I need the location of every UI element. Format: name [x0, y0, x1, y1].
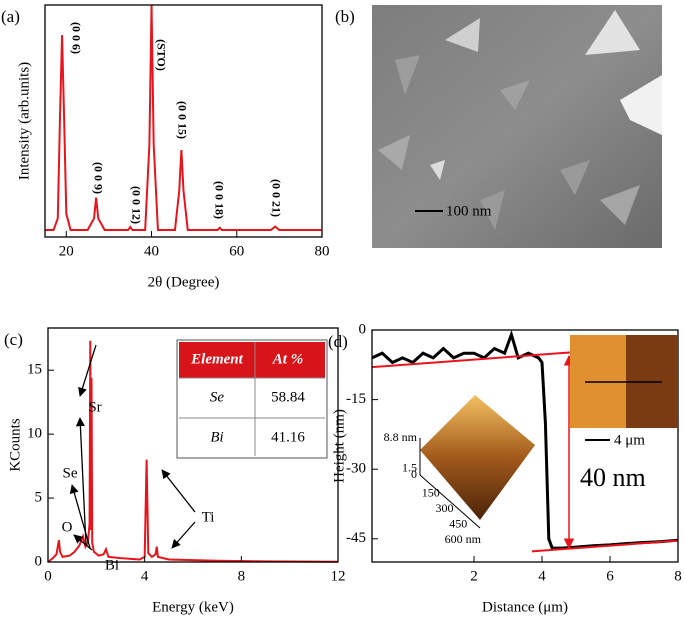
panel-label: (b)	[335, 7, 355, 26]
y-tick-label: 10	[27, 426, 42, 442]
z-tick-label: 8.8 nm	[384, 430, 418, 444]
arrow	[73, 534, 93, 551]
y-tick-label: 15	[27, 362, 42, 378]
y-axis-label: Intensity (arb.units)	[16, 62, 32, 180]
y-tick-label: 0	[35, 553, 43, 569]
element-label: O	[62, 519, 73, 535]
data-line	[531, 539, 679, 553]
peak-label: (0 0 21)	[269, 179, 283, 217]
plot-frame	[47, 327, 339, 563]
x-axis-label: Energy (keV)	[152, 599, 234, 615]
y-tick-label: -45	[346, 530, 366, 546]
sem-image	[372, 5, 662, 248]
x-tick-label: 2	[470, 568, 478, 584]
peak-label: (0 0 12)	[129, 186, 143, 224]
arrow	[161, 469, 196, 513]
x-tick-label: 0	[44, 568, 52, 584]
x-tick-label: 8	[674, 568, 682, 584]
peak-label: (STO)	[154, 39, 168, 71]
table-header: Element	[190, 351, 243, 367]
data-line	[45, 4, 322, 232]
y-tick-label: -30	[346, 461, 366, 477]
xy-axis	[419, 474, 481, 529]
xy-tick-label: 300	[436, 501, 454, 515]
afm-3d-surface	[420, 395, 535, 520]
xy-tick-label: 600 nm	[445, 532, 482, 546]
y-axis-label: Height (nm)	[331, 409, 347, 483]
table-cell: 41.16	[271, 429, 305, 445]
y-tick-label: 5	[35, 490, 43, 506]
z-tick-label: 1.5	[402, 460, 417, 474]
data-line	[371, 351, 573, 369]
element-label: Se	[63, 465, 78, 481]
x-axis-label: Distance (μm)	[482, 599, 568, 615]
x-tick-label: 6	[606, 568, 614, 584]
arrow	[78, 344, 97, 397]
data-line	[371, 329, 679, 550]
scale-bar-label: 100 nm	[446, 203, 492, 219]
element-label: Sr	[88, 399, 101, 415]
data-line	[47, 340, 339, 563]
plot-frame	[44, 4, 323, 238]
peak-label: (0 0 18)	[212, 181, 226, 219]
peak-label: (0 0 15)	[175, 101, 189, 139]
table-cell: 58.84	[271, 389, 305, 405]
arrow	[75, 417, 87, 546]
table-header: At %	[272, 351, 303, 367]
x-tick-label: 4	[141, 568, 149, 584]
element-label: Ti	[202, 509, 215, 525]
panel-label: (c)	[4, 330, 23, 349]
xy-tick-label: 150	[422, 485, 440, 499]
table-header-bg	[179, 342, 325, 378]
y-tick-label: -15	[346, 391, 366, 407]
x-tick-label: 20	[59, 243, 74, 259]
element-table: Element At % Se 58.84 Bi 41.16	[176, 339, 328, 459]
z-tick-label: 0	[411, 467, 417, 481]
peak-label: (0 0 6)	[69, 22, 83, 54]
table-cell: Se	[210, 389, 225, 405]
arrow	[69, 484, 91, 549]
panel-label: (d)	[328, 332, 348, 351]
arrow	[171, 521, 196, 549]
scale-bar-label: 4 μm	[614, 432, 645, 448]
peak-label: (0 0 9)	[91, 162, 105, 194]
x-tick-label: 60	[229, 243, 244, 259]
x-tick-label: 80	[315, 243, 330, 259]
annotation: 40 nm	[580, 463, 646, 492]
x-tick-label: 12	[331, 568, 346, 584]
x-tick-label: 40	[144, 243, 159, 259]
x-tick-label: 4	[538, 568, 546, 584]
element-label: Bi	[105, 557, 119, 573]
xy-tick-label: 450	[449, 516, 467, 530]
plot-frame	[371, 329, 679, 563]
table-cell: Bi	[210, 429, 223, 445]
x-axis-label: 2θ (Degree)	[148, 274, 220, 290]
x-tick-label: 8	[238, 568, 246, 584]
y-tick-label: 0	[359, 321, 367, 337]
panel-label: (a)	[1, 7, 20, 26]
y-axis-label: KCounts	[7, 418, 23, 472]
